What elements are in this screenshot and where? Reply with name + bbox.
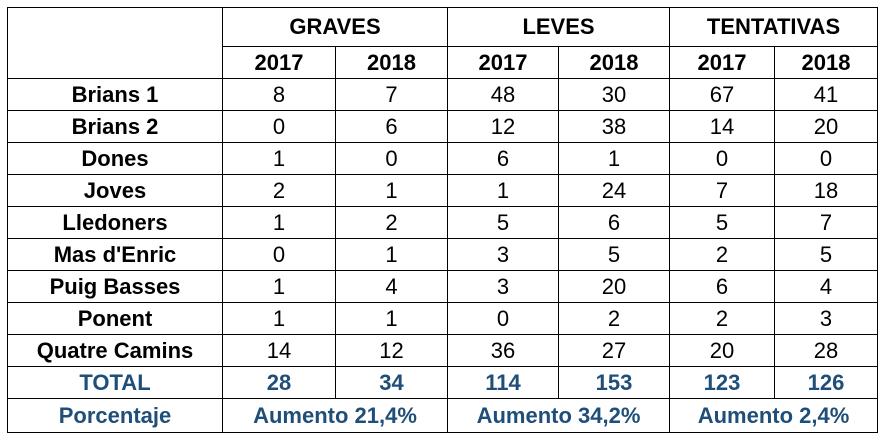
corner-cell: [7, 7, 223, 79]
percentage-label: Porcentaje: [7, 398, 223, 433]
table-cell: 6: [335, 110, 448, 143]
table-cell: 2: [669, 238, 776, 271]
table-row: Puig Basses 1 4 3 20 6 4: [7, 270, 879, 303]
row-label: Quatre Camins: [7, 334, 223, 367]
table-cell: 5: [669, 206, 776, 239]
table-cell: 0: [222, 110, 336, 143]
table-cell: 41: [774, 78, 879, 111]
group-header-tentativas: TENTATIVAS: [669, 7, 879, 47]
table-cell: 1: [222, 142, 336, 175]
year-header: 2018: [774, 46, 879, 79]
table-cell: 7: [335, 78, 448, 111]
row-label: Puig Basses: [7, 270, 223, 303]
percentage-cell-tentativas: Aumento 2,4%: [669, 398, 879, 433]
year-header: 2018: [335, 46, 448, 79]
year-header: 2017: [222, 46, 336, 79]
table-cell: 18: [774, 174, 879, 207]
table-row: Quatre Camins 14 12 36 27 20 28: [7, 334, 879, 367]
table-cell: 2: [557, 302, 671, 335]
group-header-leves: LEVES: [446, 7, 671, 47]
total-cell: 114: [447, 366, 559, 399]
year-header: 2017: [447, 46, 559, 79]
table-cell: 38: [557, 110, 671, 143]
table-cell: 20: [669, 334, 776, 367]
table-cell: 14: [222, 334, 336, 367]
table-cell: 0: [774, 142, 879, 175]
table-cell: 24: [557, 174, 671, 207]
table-cell: 12: [447, 110, 559, 143]
table-cell: 6: [447, 142, 559, 175]
total-label: TOTAL: [7, 366, 223, 399]
table-row: Lledoners 1 2 5 6 5 7: [7, 206, 879, 239]
table-cell: 3: [447, 270, 559, 303]
total-cell: 34: [335, 366, 448, 399]
total-cell: 123: [669, 366, 776, 399]
total-row: TOTAL 28 34 114 153 123 126: [7, 366, 879, 399]
table-cell: 14: [669, 110, 776, 143]
table-cell: 5: [447, 206, 559, 239]
table-cell: 2: [669, 302, 776, 335]
total-cell: 28: [222, 366, 336, 399]
percentage-cell-leves: Aumento 34,2%: [446, 398, 671, 433]
table-row: Dones 1 0 6 1 0 0: [7, 142, 879, 175]
table-cell: 5: [774, 238, 879, 271]
table-cell: 30: [557, 78, 671, 111]
table-cell: 2: [222, 174, 336, 207]
year-header: 2017: [669, 46, 776, 79]
group-header-graves: GRAVES: [222, 7, 448, 47]
row-label: Joves: [7, 174, 223, 207]
table-cell: 1: [335, 174, 448, 207]
percentage-row: Porcentaje Aumento 21,4% Aumento 34,2% A…: [7, 398, 879, 433]
table-cell: 2: [335, 206, 448, 239]
table-cell: 1: [222, 270, 336, 303]
table-cell: 4: [335, 270, 448, 303]
year-header: 2018: [557, 46, 671, 79]
table-cell: 8: [222, 78, 336, 111]
table-cell: 4: [774, 270, 879, 303]
table-row: Mas d'Enric 0 1 3 5 2 5: [7, 238, 879, 271]
row-label: Dones: [7, 142, 223, 175]
table-cell: 48: [447, 78, 559, 111]
table-row: Joves 2 1 1 24 7 18: [7, 174, 879, 207]
table-cell: 3: [774, 302, 879, 335]
table-cell: 3: [447, 238, 559, 271]
row-label: Ponent: [7, 302, 223, 335]
table-cell: 0: [447, 302, 559, 335]
table-cell: 5: [557, 238, 671, 271]
table-cell: 1: [447, 174, 559, 207]
table-cell: 1: [557, 142, 671, 175]
table-row: Brians 1 8 7 48 30 67 41: [7, 78, 879, 111]
table-cell: 20: [557, 270, 671, 303]
incidents-table-container: GRAVES LEVES TENTATIVAS 2017 2018 2017 2…: [7, 7, 879, 433]
table-cell: 6: [557, 206, 671, 239]
row-label: Lledoners: [7, 206, 223, 239]
table-cell: 6: [669, 270, 776, 303]
table-cell: 0: [222, 238, 336, 271]
total-cell: 126: [774, 366, 879, 399]
row-label: Brians 2: [7, 110, 223, 143]
table-cell: 36: [447, 334, 559, 367]
table-cell: 28: [774, 334, 879, 367]
group-header-row: GRAVES LEVES TENTATIVAS: [7, 7, 879, 79]
row-label: Mas d'Enric: [7, 238, 223, 271]
total-cell: 153: [557, 366, 671, 399]
table-cell: 12: [335, 334, 448, 367]
percentage-cell-graves: Aumento 21,4%: [222, 398, 448, 433]
table-cell: 1: [222, 302, 336, 335]
table-row: Ponent 1 1 0 2 2 3: [7, 302, 879, 335]
table-cell: 20: [774, 110, 879, 143]
table-cell: 27: [557, 334, 671, 367]
table-cell: 0: [669, 142, 776, 175]
table-row: Brians 2 0 6 12 38 14 20: [7, 110, 879, 143]
table-cell: 67: [669, 78, 776, 111]
table-cell: 1: [335, 302, 448, 335]
table-cell: 0: [335, 142, 448, 175]
incidents-table: GRAVES LEVES TENTATIVAS 2017 2018 2017 2…: [7, 7, 879, 433]
table-cell: 1: [222, 206, 336, 239]
table-cell: 7: [669, 174, 776, 207]
table-cell: 7: [774, 206, 879, 239]
row-label: Brians 1: [7, 78, 223, 111]
table-cell: 1: [335, 238, 448, 271]
